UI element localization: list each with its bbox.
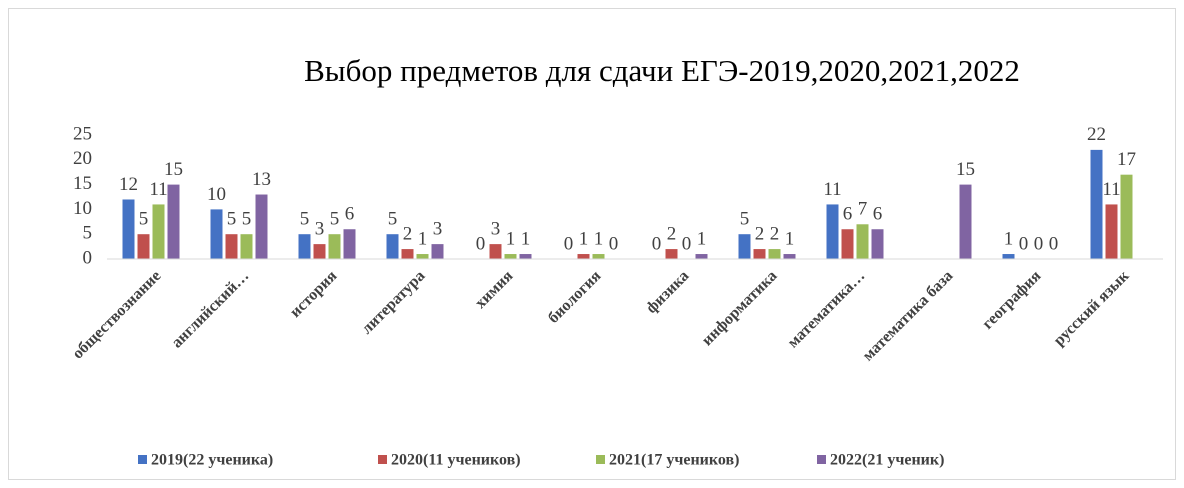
data-label: 22 [1087, 124, 1106, 145]
data-label: 17 [1117, 149, 1136, 170]
bar [665, 249, 678, 259]
bar [386, 234, 399, 259]
legend-swatch [138, 455, 147, 464]
bar [255, 194, 268, 259]
chart-title: Выбор предметов для сдачи ЕГЭ-2019,2020,… [304, 53, 1020, 88]
bar [753, 249, 766, 259]
data-label: 5 [300, 209, 310, 230]
data-label: 6 [873, 204, 883, 225]
bar [328, 234, 341, 259]
data-label: 1 [521, 228, 531, 249]
data-label: 11 [149, 179, 167, 200]
bar [137, 234, 150, 259]
bar [416, 254, 429, 259]
bar [1105, 204, 1118, 259]
data-label: 15 [956, 159, 975, 180]
data-label: 3 [433, 218, 443, 239]
legend-label: 2020(11 учеников) [391, 452, 521, 469]
bar [768, 249, 781, 259]
data-label: 1 [418, 228, 428, 249]
y-tick-label: 15 [73, 173, 92, 194]
data-label: 15 [164, 159, 183, 180]
data-label: 2 [667, 223, 677, 244]
data-label: 10 [207, 184, 226, 205]
bar [1002, 254, 1015, 259]
bar [841, 229, 854, 259]
data-label: 2 [770, 223, 780, 244]
bar [240, 234, 253, 259]
bar [695, 254, 708, 259]
data-label: 2 [403, 223, 413, 244]
bar [826, 204, 839, 259]
legend-label: 2019(22 ученика) [151, 452, 273, 469]
data-label: 7 [858, 199, 868, 220]
bar [401, 249, 414, 259]
legend-label: 2021(17 учеников) [609, 452, 739, 469]
data-label: 0 [1049, 233, 1059, 254]
bar [577, 254, 590, 259]
data-label: 5 [740, 209, 750, 230]
data-label: 5 [139, 209, 149, 230]
data-label: 5 [388, 209, 398, 230]
chart-border [8, 8, 1176, 480]
data-label: 0 [609, 233, 619, 254]
data-label: 0 [564, 233, 574, 254]
data-label: 1 [785, 228, 795, 249]
data-label: 13 [252, 169, 271, 190]
bar [738, 234, 751, 259]
data-label: 2 [755, 223, 765, 244]
data-label: 5 [242, 209, 252, 230]
y-tick-label: 10 [73, 198, 92, 219]
legend-label: 2022(21 ученик) [830, 452, 944, 469]
bar [489, 244, 502, 259]
bar [519, 254, 532, 259]
data-label: 1 [697, 228, 707, 249]
data-label: 3 [315, 218, 325, 239]
bar [783, 254, 796, 259]
bar [504, 254, 517, 259]
bar [1120, 174, 1133, 259]
y-tick-label: 20 [73, 148, 92, 169]
y-tick-label: 5 [83, 223, 93, 244]
legend-swatch [817, 455, 826, 464]
bar [152, 204, 165, 259]
bar [871, 229, 884, 259]
bar [959, 184, 972, 259]
data-label: 11 [1102, 179, 1120, 200]
bar [225, 234, 238, 259]
y-tick-label: 0 [83, 247, 93, 268]
data-label: 0 [476, 233, 486, 254]
data-label: 6 [345, 204, 355, 225]
bar [431, 244, 444, 259]
data-label: 0 [652, 233, 662, 254]
bar [122, 199, 135, 259]
data-label: 11 [823, 179, 841, 200]
data-label: 6 [843, 204, 853, 225]
bar [856, 224, 869, 259]
data-label: 1 [506, 228, 516, 249]
data-label: 0 [1019, 233, 1029, 254]
bar [298, 234, 311, 259]
y-tick-label: 25 [73, 123, 92, 144]
bar [313, 244, 326, 259]
data-label: 0 [1034, 233, 1044, 254]
data-label: 1 [594, 228, 604, 249]
data-label: 3 [491, 218, 501, 239]
data-label: 1 [1004, 228, 1014, 249]
legend-swatch [596, 455, 605, 464]
data-label: 5 [330, 209, 340, 230]
legend-swatch [378, 455, 387, 464]
data-label: 5 [227, 209, 237, 230]
bar [592, 254, 605, 259]
data-label: 1 [579, 228, 589, 249]
bar [167, 184, 180, 259]
data-label: 12 [119, 174, 138, 195]
data-label: 0 [682, 233, 692, 254]
bar [343, 229, 356, 259]
bar [210, 209, 223, 259]
bar [1090, 149, 1103, 259]
